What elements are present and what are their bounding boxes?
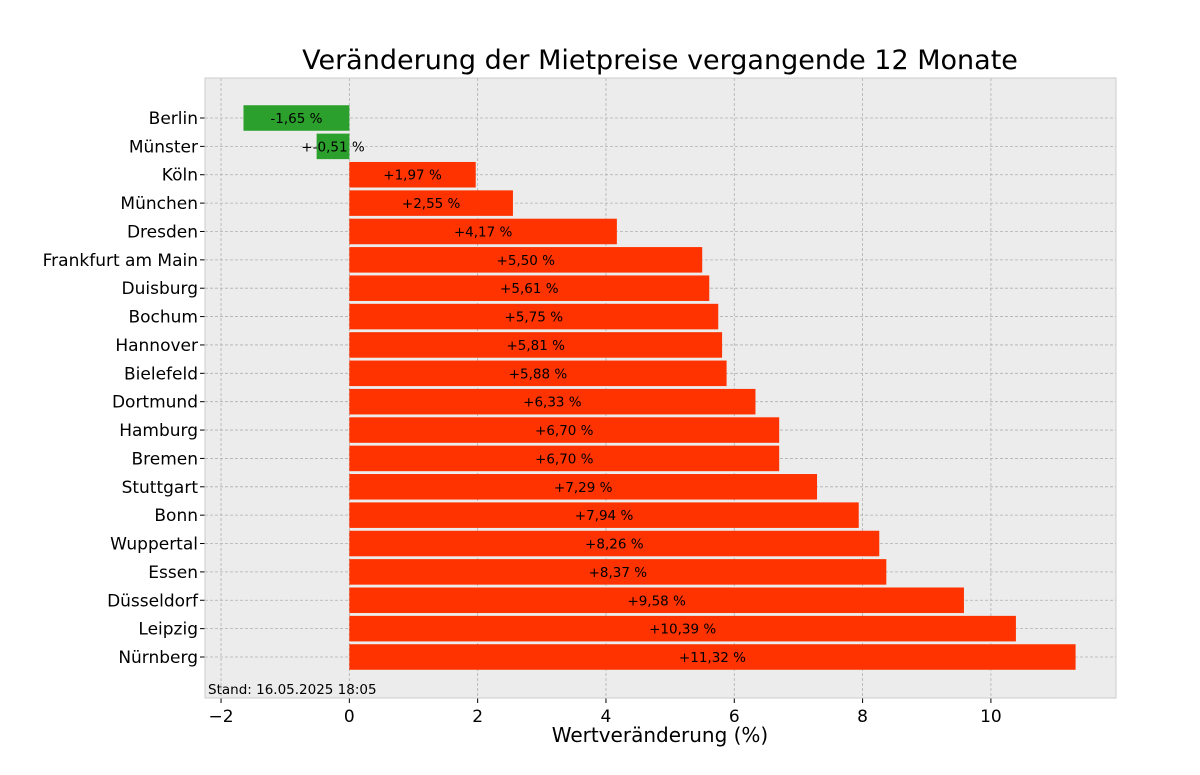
category-label: Duisburg [122, 279, 199, 299]
bar-value-label: +7,94 % [575, 508, 634, 524]
category-label: Essen [148, 563, 198, 583]
category-label: Hannover [115, 336, 198, 356]
category-label: Dortmund [112, 393, 198, 413]
bar [349, 644, 1076, 670]
x-tick-label: 2 [472, 707, 483, 727]
category-label: Hamburg [119, 421, 198, 441]
bar [349, 530, 880, 557]
x-tick-label: 4 [601, 707, 612, 727]
bar-value-label: -1,65 % [270, 111, 322, 127]
bar [243, 105, 350, 131]
category-labels: Berlin Münster Köln München Dresden Frankfurt… [43, 109, 205, 668]
bar [316, 133, 350, 160]
bar [349, 275, 710, 301]
x-tick-label: 10 [980, 707, 1002, 727]
bar-value-label: +9,58 % [627, 593, 686, 609]
bar [349, 332, 723, 358]
bar-value-label: +5,75 % [505, 310, 564, 326]
category-label: Stuttgart [122, 478, 199, 498]
bar-value-label: +5,88 % [509, 366, 568, 382]
bar-value-label: +8,37 % [589, 565, 648, 581]
x-axis-title: Wertveränderung (%) [552, 723, 769, 747]
x-tick-label: 6 [729, 707, 740, 727]
bar-value-label: +10,39 % [649, 622, 716, 638]
category-label: Berlin [149, 109, 198, 129]
bar-value-label: +6,70 % [535, 423, 594, 439]
bar [349, 360, 727, 387]
bars [243, 105, 1076, 670]
x-tick-label: 0 [344, 707, 355, 727]
category-label: Nürnberg [118, 648, 198, 668]
bar-value-label: +5,61 % [500, 281, 559, 297]
category-label: Bremen [131, 449, 198, 469]
category-label: Köln [162, 166, 198, 186]
bar [349, 247, 703, 273]
bar [349, 587, 964, 614]
category-label: Dresden [127, 222, 198, 242]
bar-value-label: +4,17 % [454, 224, 513, 240]
data-labels: -1,65 % +-0,51 % +1,97 % +2,55 % +4,17 % +5,5… [270, 111, 746, 666]
bar-value-label: +6,70 % [535, 451, 594, 467]
bar [349, 559, 887, 585]
bar [349, 615, 1016, 642]
category-label: Bielefeld [124, 364, 198, 384]
bar-value-label: +2,55 % [402, 196, 461, 212]
bar-value-label: +11,32 % [679, 650, 746, 666]
bar-value-label: +6,33 % [523, 395, 582, 411]
category-label: München [120, 194, 198, 214]
category-label: Münster [129, 137, 198, 157]
bar-value-label: +5,50 % [497, 253, 556, 269]
bar [349, 502, 859, 528]
bar [349, 218, 617, 245]
bar [349, 445, 780, 472]
category-label: Düsseldorf [107, 591, 199, 611]
bar-value-label: +1,97 % [383, 168, 442, 184]
bar [349, 161, 476, 188]
category-label: Frankfurt am Main [43, 251, 198, 271]
x-tick-label: 8 [857, 707, 868, 727]
category-label: Leipzig [138, 620, 198, 640]
bar [349, 474, 818, 500]
bar-value-label: +5,81 % [506, 338, 565, 354]
bar [349, 190, 513, 216]
bar [349, 303, 719, 330]
bar-value-label: +8,26 % [585, 537, 644, 553]
bar-value-label: +-0,51 % [301, 139, 365, 155]
plot-frame [204, 77, 1117, 699]
chart-title: Veränderung der Mietpreise vergangende 1… [302, 45, 1018, 76]
bar [349, 388, 756, 415]
x-tick-label: −2 [209, 707, 234, 727]
category-label: Bonn [154, 506, 198, 526]
category-label: Bochum [128, 308, 198, 328]
category-label: Wuppertal [110, 535, 198, 555]
timestamp-footnote: Stand: 16.05.2025 18:05 [208, 682, 377, 698]
bar [349, 417, 780, 443]
bar-value-label: +7,29 % [554, 480, 613, 496]
x-ticks: −2 0 2 4 6 8 10 [209, 698, 1002, 727]
